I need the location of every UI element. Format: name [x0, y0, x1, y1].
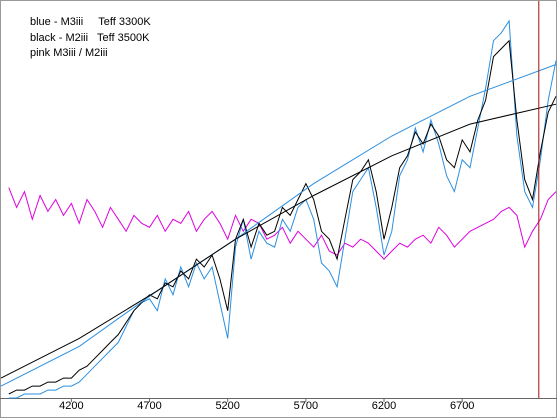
spectrum-line	[8, 39, 557, 395]
x-tick-label: 5700	[294, 400, 318, 412]
spectrum-line	[8, 19, 557, 399]
legend-text: blue - M3iii Teff 3300K	[30, 16, 151, 28]
x-tick-label: 4700	[137, 400, 161, 412]
spectrum-line	[0, 103, 557, 379]
x-tick-label: 4200	[59, 400, 83, 412]
legend-text: black - M2iii Teff 3500K	[30, 32, 150, 44]
x-tick-label: 6700	[450, 400, 474, 412]
legend-text: pink M3iii / M2iii	[30, 47, 108, 59]
x-tick-label: 5200	[215, 400, 239, 412]
spectrum-line	[8, 187, 557, 260]
x-tick-label: 6200	[372, 400, 396, 412]
spectrum-line	[0, 64, 557, 387]
